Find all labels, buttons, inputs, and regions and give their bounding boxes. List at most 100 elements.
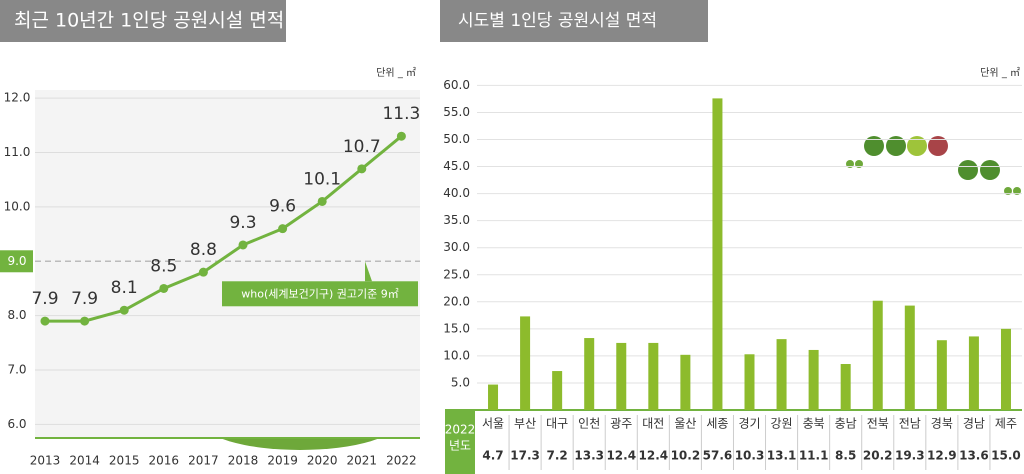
y-tick-label: 6.0 <box>7 417 26 431</box>
x-tick-label: 전북 <box>867 417 889 431</box>
data-label: 7.9 <box>31 289 58 309</box>
x-tick-label: 전남 <box>899 417 921 431</box>
y-tick-label: 12.0 <box>4 91 31 105</box>
data-point <box>119 305 129 315</box>
data-label: 8.1 <box>111 278 138 298</box>
data-label: 8.8 <box>190 240 217 260</box>
bar <box>680 354 691 410</box>
data-label: 7.9 <box>71 289 98 309</box>
annotation-pointer <box>365 261 372 282</box>
x-tick-label: 세종 <box>706 417 728 431</box>
y-tick-label: 7.0 <box>7 363 26 377</box>
data-label: 12.9 <box>927 449 957 463</box>
chart-title: 시도별 1인당 공원시설 면적 <box>458 11 657 31</box>
data-label: 10.7 <box>343 137 381 157</box>
bar <box>488 384 499 410</box>
data-label: 13.6 <box>959 449 989 463</box>
data-point <box>396 131 406 141</box>
bar <box>552 371 563 410</box>
x-tick-label: 대전 <box>642 417 664 431</box>
row-header <box>445 411 475 474</box>
data-point <box>40 316 50 326</box>
data-label: 13.3 <box>574 449 604 463</box>
data-label: 9.6 <box>269 197 296 217</box>
x-tick-label: 경기 <box>738 417 760 431</box>
x-tick-label: 경북 <box>931 417 953 431</box>
y-tick-label: 45.0 <box>443 159 470 173</box>
data-point <box>198 267 208 277</box>
x-tick-label: 제주 <box>995 417 1017 431</box>
data-label: 4.7 <box>482 449 503 463</box>
bar <box>904 305 915 410</box>
x-tick-label: 인천 <box>578 416 600 431</box>
trees <box>846 136 1021 195</box>
data-point <box>317 196 327 206</box>
bar <box>1000 328 1011 410</box>
y-tick-label: 20.0 <box>443 294 470 308</box>
bar <box>872 300 883 410</box>
data-point <box>357 164 367 174</box>
y-tick-label: 50.0 <box>443 132 470 146</box>
data-label: 13.1 <box>767 449 797 463</box>
x-tick-label: 2013 <box>30 454 61 468</box>
x-tick-label: 2016 <box>149 454 180 468</box>
x-tick-label: 충북 <box>803 417 825 431</box>
unit-label: 단위 _ ㎡ <box>980 66 1020 79</box>
x-tick-label: 대구 <box>546 417 568 431</box>
bar <box>520 316 531 410</box>
bar <box>744 354 755 410</box>
y-tick-label: 5.0 <box>451 375 470 389</box>
x-tick-label: 2018 <box>228 454 259 468</box>
x-tick-label: 서울 <box>482 417 504 431</box>
data-point <box>278 224 288 234</box>
annotation: who(세계보건기구) 권고기준 9㎡ <box>241 287 398 300</box>
y-tick-label: 10.0 <box>4 199 31 213</box>
chart-title: 최근 10년간 1인당 공원시설 면적 <box>14 10 284 32</box>
bar <box>712 98 723 411</box>
data-line <box>45 135 403 323</box>
x-tick-label: 2015 <box>109 454 140 468</box>
y-tick-label: 55.0 <box>443 105 470 119</box>
data-label: 57.6 <box>703 449 733 463</box>
y-tick-label: 15.0 <box>443 321 470 335</box>
bar <box>968 336 979 410</box>
plot-area <box>35 90 420 438</box>
y-tick-label: 8.0 <box>7 308 26 322</box>
data-label: 12.4 <box>606 449 636 463</box>
data-label: 15.0 <box>991 449 1021 463</box>
data-point <box>238 240 248 250</box>
x-tick-label: 울산 <box>674 417 696 431</box>
x-tick-label: 부산 <box>514 417 536 431</box>
data-label: 17.3 <box>510 449 540 463</box>
x-tick-label: 2017 <box>188 454 219 468</box>
bar <box>936 340 947 410</box>
y-tick-label: 35.0 <box>443 213 470 227</box>
title-bar <box>0 0 286 42</box>
bar <box>776 339 787 410</box>
row-header-label: 2022 <box>445 423 476 437</box>
annotation-box <box>222 281 418 307</box>
data-label: 8.5 <box>150 256 177 276</box>
x-tick-label: 2021 <box>347 454 378 468</box>
y-tick-label: 30.0 <box>443 240 470 254</box>
data-label: 10.1 <box>303 169 341 189</box>
data-label: 7.2 <box>547 449 568 463</box>
y-tick-label: 9.0 <box>7 254 26 268</box>
x-tick-label: 2020 <box>307 454 338 468</box>
x-tick-label: 광주 <box>610 417 632 431</box>
y-tick-label: 40.0 <box>443 186 470 200</box>
x-tick-label: 충남 <box>835 417 857 431</box>
data-label: 12.4 <box>639 449 669 463</box>
data-label: 8.5 <box>835 449 856 463</box>
bar <box>584 338 595 410</box>
bar <box>840 364 851 410</box>
data-label: 11.3 <box>382 104 420 124</box>
unit-label: 단위 _ ㎡ <box>376 66 416 79</box>
highlight-tick-box <box>0 250 33 273</box>
bar <box>648 342 659 410</box>
x-tick-label: 2022 <box>386 454 417 468</box>
data-label: 11.1 <box>799 449 829 463</box>
data-point <box>159 283 169 293</box>
x-tick-label: 강원 <box>771 417 793 431</box>
